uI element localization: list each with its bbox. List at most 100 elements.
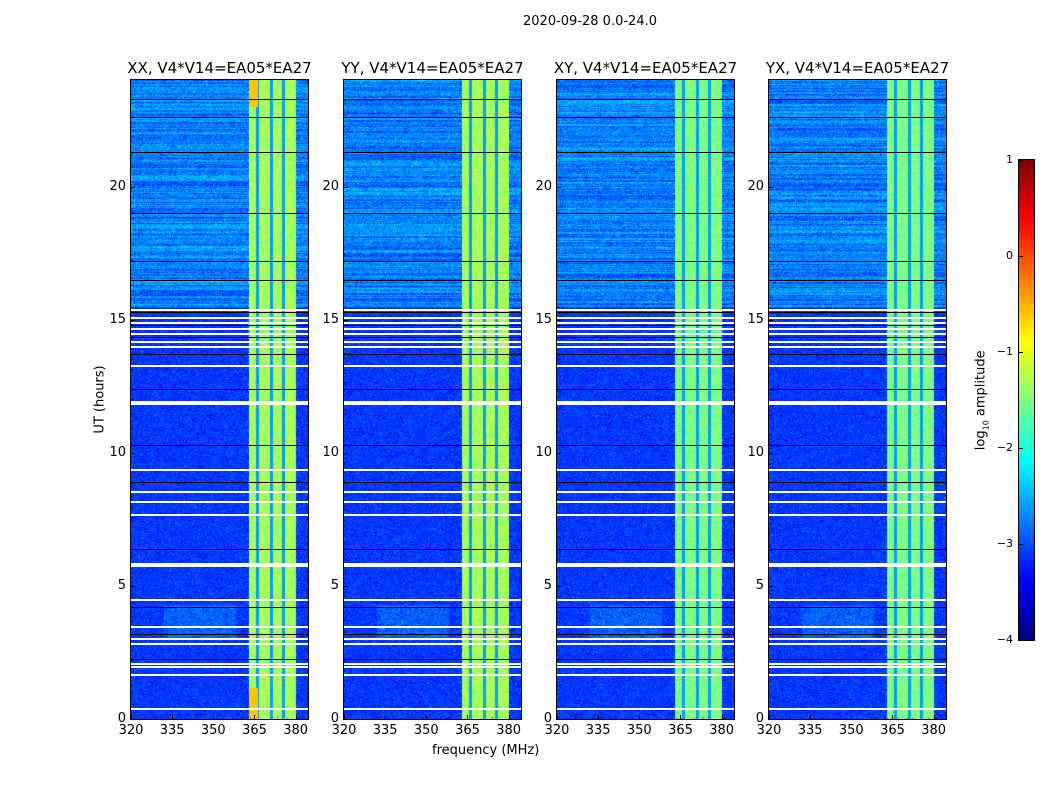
flagged-row-black [344, 261, 521, 263]
flagged-row-white [344, 708, 521, 711]
flagged-row-black [557, 261, 734, 263]
flagged-row-white [131, 403, 308, 406]
x-tick [295, 715, 297, 719]
flagged-row-white [344, 316, 521, 319]
colorbar-label-sub: 10 [981, 420, 991, 431]
heatmap-panel [344, 80, 521, 719]
flagged-row-black [769, 482, 946, 484]
flagged-row-white [344, 599, 521, 602]
flagged-row-white [344, 637, 521, 640]
flagged-row-black [769, 151, 946, 153]
flagged-row-black [557, 354, 734, 356]
flagged-row-black [557, 279, 734, 281]
y-tick-label: 0 [330, 711, 339, 726]
flagged-row-black [131, 607, 308, 609]
flagged-row-white [769, 322, 946, 325]
flagged-row-white [344, 625, 521, 628]
flagged-row-black [344, 117, 521, 119]
flagged-row-black [344, 633, 521, 635]
flagged-row-white [344, 308, 521, 311]
flagged-row-black [557, 482, 734, 484]
x-tick [933, 715, 935, 719]
flagged-row-white [344, 491, 521, 494]
y-tick-label: 5 [117, 577, 126, 593]
y-tick [344, 719, 348, 720]
colorbar-tick-label: −3 [996, 537, 1013, 550]
flagged-row-white [131, 500, 308, 503]
y-tick [557, 719, 561, 720]
x-tick [344, 715, 345, 719]
flagged-row-black [131, 151, 308, 153]
flagged-row-white [557, 625, 734, 628]
x-tick-label: 365 [668, 723, 693, 738]
flagged-row-white [769, 332, 946, 335]
flagged-row-white [344, 564, 521, 567]
figure-title: 2020-09-28 0.0-24.0 [523, 14, 657, 29]
flagged-row-black [131, 388, 308, 390]
x-tick [680, 715, 682, 719]
flagged-row-white [131, 673, 308, 676]
flagged-row-black [557, 311, 734, 313]
flagged-row-white [769, 500, 946, 503]
y-tick [131, 452, 135, 454]
flagged-row-black [557, 607, 734, 609]
x-tick [557, 715, 558, 719]
colorbar-label-rest: amplitude [973, 350, 989, 421]
flagged-row-white [769, 625, 946, 628]
x-tick [639, 715, 641, 719]
colorbar-tick [1019, 160, 1023, 161]
flagged-row-white [131, 564, 308, 567]
y-tick-label: 0 [755, 711, 764, 726]
flagged-row-white [557, 513, 734, 516]
flagged-row-white [344, 322, 521, 325]
flagged-row-black [131, 336, 308, 338]
x-tick [851, 715, 853, 719]
flagged-row-white [344, 663, 521, 666]
x-tick-label: 350 [838, 723, 864, 738]
flagged-row-black [769, 117, 946, 119]
flagged-row-white [557, 663, 734, 666]
x-axis-label: frequency (MHz) [432, 743, 540, 758]
flagged-row-black [344, 482, 521, 484]
flagged-row-white [131, 563, 308, 566]
flagged-row-black [557, 213, 734, 215]
x-tick-label: 335 [797, 723, 823, 738]
colorbar-label: log10 amplitude [974, 340, 991, 460]
y-tick-label: 5 [543, 577, 552, 593]
y-tick [131, 719, 135, 720]
x-tick [254, 715, 256, 719]
y-tick [557, 585, 561, 587]
flagged-row-white [344, 327, 521, 330]
flagged-row-white [769, 663, 946, 666]
flagged-row-white [769, 564, 946, 567]
flagged-row-white [131, 599, 308, 602]
x-tick-label: 350 [413, 723, 439, 738]
flagged-row-black [769, 633, 946, 635]
y-tick-label: 20 [322, 178, 339, 194]
colorbar-tick-label: 0 [1006, 249, 1013, 262]
colorbar [1019, 160, 1034, 640]
colorbar-tick [1019, 640, 1023, 641]
flagged-row-white [769, 346, 946, 349]
colorbar-tick [1019, 256, 1023, 257]
y-tick [769, 186, 773, 188]
flagged-row-black [769, 213, 946, 215]
flagged-row-white [557, 332, 734, 335]
flagged-row-black [344, 311, 521, 313]
flagged-row-white [344, 665, 521, 668]
flagged-row-white [769, 308, 946, 311]
colorbar-label-log: log [973, 430, 989, 451]
flagged-row-white [769, 708, 946, 711]
flagged-row-black [557, 388, 734, 390]
y-tick [769, 452, 773, 454]
flagged-row-white [557, 327, 734, 330]
flagged-row-white [131, 708, 308, 711]
flagged-row-black [131, 279, 308, 281]
flagged-row-black [344, 607, 521, 609]
flagged-row-white [344, 643, 521, 646]
flagged-row-black [769, 311, 946, 313]
x-tick-label: 335 [585, 723, 611, 738]
flagged-row-black [344, 354, 521, 356]
flagged-row-white [557, 708, 734, 711]
